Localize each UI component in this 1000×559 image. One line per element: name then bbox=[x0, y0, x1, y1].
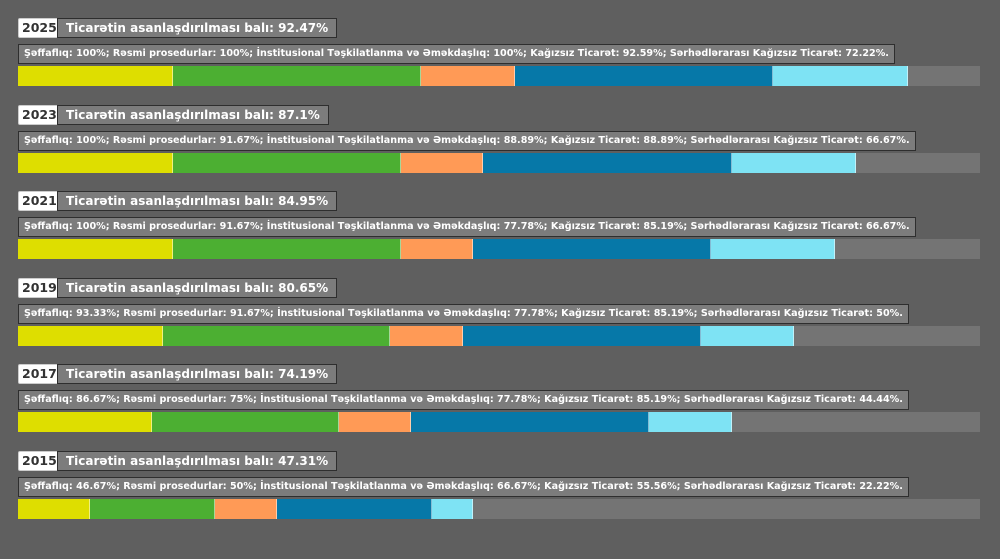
bar-segment-2 bbox=[173, 66, 422, 86]
bar-segment-5 bbox=[649, 412, 732, 432]
bar-segment-5 bbox=[711, 239, 836, 259]
bar-segment-2 bbox=[173, 239, 401, 259]
score-detail: Şəffaflıq: 86.67%; Rəsmi prosedurlar: 75… bbox=[18, 390, 909, 410]
bar-segment-2 bbox=[90, 498, 215, 519]
score-title: Ticarətin asanlaşdırılması balı: 80.65% bbox=[57, 277, 338, 298]
bar-segment-4 bbox=[411, 412, 649, 432]
bar-segment-2 bbox=[173, 152, 401, 173]
bar-segment-1 bbox=[18, 498, 91, 519]
score-title: Ticarətin asanlaşdırılması balı: 84.95% bbox=[57, 191, 338, 211]
stacked-bar bbox=[18, 412, 980, 432]
bar-segment-4 bbox=[483, 152, 732, 173]
bar-segment-1 bbox=[18, 412, 153, 432]
bar-segment-3 bbox=[400, 152, 484, 173]
score-detail: Şəffaflıq: 100%; Rəsmi prosedurlar: 91.6… bbox=[18, 217, 916, 237]
stacked-bar bbox=[18, 239, 980, 259]
score-detail: Şəffaflıq: 100%; Rəsmi prosedurlar: 100%… bbox=[18, 44, 895, 64]
score-detail: Şəffaflıq: 46.67%; Rəsmi prosedurlar: 50… bbox=[18, 476, 909, 497]
year-badge: 2023 bbox=[18, 104, 61, 125]
bar-segment-3 bbox=[421, 66, 515, 86]
score-title: Ticarətin asanlaşdırılması balı: 92.47% bbox=[57, 18, 338, 38]
bar-segment-3 bbox=[338, 412, 412, 432]
bar-segment-5 bbox=[431, 498, 474, 519]
bar-segment-1 bbox=[18, 239, 174, 259]
stacked-bar bbox=[18, 66, 980, 86]
bar-segment-1 bbox=[18, 66, 174, 86]
year-block-2015: 2015 Ticarətin asanlaşdırılması balı: 47… bbox=[18, 450, 980, 521]
bar-segment-5 bbox=[700, 325, 794, 346]
stacked-bar bbox=[18, 152, 980, 173]
year-badge: 2015 bbox=[18, 450, 61, 471]
year-block-2021: 2021 Ticarətin asanlaşdırılması balı: 84… bbox=[18, 191, 980, 261]
bar-segment-4 bbox=[473, 239, 712, 259]
score-title: Ticarətin asanlaşdırılması balı: 87.1% bbox=[57, 104, 329, 125]
score-title: Ticarətin asanlaşdırılması balı: 47.31% bbox=[57, 450, 338, 471]
bar-segment-4 bbox=[462, 325, 701, 346]
year-badge: 2025 bbox=[18, 18, 61, 38]
score-detail: Şəffaflıq: 93.33%; Rəsmi prosedurlar: 91… bbox=[18, 303, 909, 324]
score-detail: Şəffaflıq: 100%; Rəsmi prosedurlar: 91.6… bbox=[18, 130, 916, 151]
bar-segment-4 bbox=[276, 498, 432, 519]
stacked-bar bbox=[18, 498, 980, 519]
bar-segment-2 bbox=[152, 412, 339, 432]
bar-segment-1 bbox=[18, 152, 174, 173]
bar-segment-1 bbox=[18, 325, 163, 346]
bar-segment-5 bbox=[773, 66, 908, 86]
year-badge: 2021 bbox=[18, 191, 61, 211]
year-block-2025: 2025 Ticarətin asanlaşdırılması balı: 92… bbox=[18, 18, 980, 88]
year-badge: 2019 bbox=[18, 277, 61, 298]
year-block-2019: 2019 Ticarətin asanlaşdırılması balı: 80… bbox=[18, 277, 980, 348]
bar-segment-3 bbox=[390, 325, 463, 346]
year-block-2023: 2023 Ticarətin asanlaşdırılması balı: 87… bbox=[18, 104, 980, 175]
score-title: Ticarətin asanlaşdırılması balı: 74.19% bbox=[57, 364, 338, 384]
bar-segment-4 bbox=[514, 66, 774, 86]
stacked-bar bbox=[18, 325, 980, 346]
bar-segment-5 bbox=[731, 152, 856, 173]
bar-segment-3 bbox=[214, 498, 277, 519]
year-badge: 2017 bbox=[18, 364, 61, 384]
bar-segment-2 bbox=[162, 325, 391, 346]
bar-segment-3 bbox=[400, 239, 474, 259]
year-block-2017: 2017 Ticarətin asanlaşdırılması balı: 74… bbox=[18, 364, 980, 434]
